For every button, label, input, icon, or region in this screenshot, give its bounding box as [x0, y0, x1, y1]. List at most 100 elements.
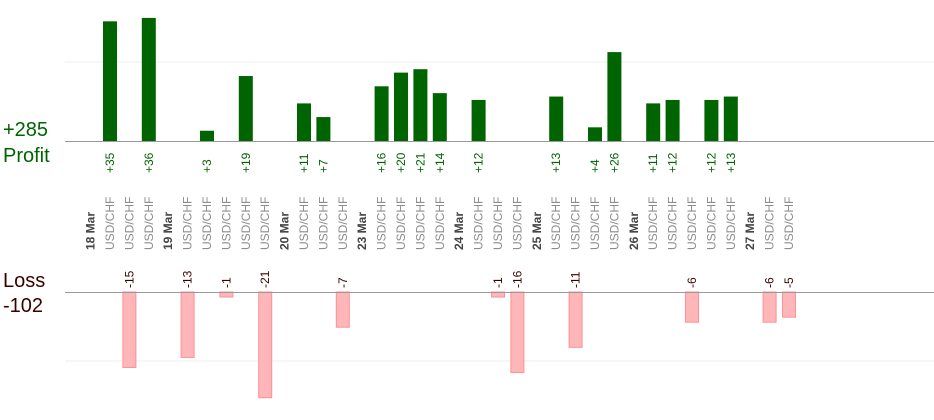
loss-bar	[685, 291, 699, 323]
pair-label: USD/CHF	[472, 197, 486, 250]
loss-bar	[335, 291, 350, 328]
loss-value-label: -15	[122, 270, 136, 288]
pair-label: USD/CHF	[491, 197, 505, 250]
profit-value-label: +4	[588, 159, 602, 173]
profit-bar	[704, 99, 719, 141]
loss-value-label: -6	[685, 277, 699, 288]
pair-label: USD/CHF	[336, 197, 350, 250]
profit-bar	[588, 127, 602, 141]
loss-bar	[782, 291, 796, 318]
pair-label: USD/CHF	[666, 197, 680, 250]
gridlines	[65, 61, 934, 362]
profit-bar	[394, 72, 408, 141]
date-label: 26 Mar	[627, 212, 641, 250]
pair-label: USD/CHF	[646, 197, 660, 250]
profit-value-label: +12	[472, 152, 486, 173]
profit-bar	[297, 103, 311, 141]
profit-bar	[200, 130, 214, 141]
date-label: 24 Mar	[452, 212, 466, 250]
profit-bar	[141, 17, 156, 142]
axis-lines	[65, 141, 934, 293]
profit-value-labels: +35 +36 +3 +19 +11 +7 +16 +20 +21 +14 +12 +13 +4 +26 +…	[103, 152, 738, 173]
profit-value-label: +11	[646, 153, 660, 173]
loss-value-label: -21	[258, 270, 272, 288]
loss-bar	[568, 291, 583, 348]
pair-label: USD/CHF	[239, 197, 253, 250]
loss-value-label: -1	[219, 277, 233, 288]
date-labels: 18 Mar 19 Mar 20 Mar 23 Mar 24 Mar 25 Mar 26 M…	[84, 212, 758, 250]
pair-label: USD/CHF	[413, 197, 427, 250]
pair-labels: USD/CHF USD/CHF USD/CHF USD/CHF USD/CHF USD/C…	[103, 197, 796, 250]
pair-label: USD/CHF	[297, 197, 311, 250]
profit-value-label: +26	[607, 152, 621, 173]
pair-label: USD/CHF	[219, 197, 233, 250]
pair-label: USD/CHF	[763, 197, 777, 250]
profit-value-label: +11	[297, 153, 311, 173]
loss-bar	[510, 291, 525, 374]
profit-bar	[607, 52, 622, 141]
profit-value-label: +12	[704, 152, 718, 173]
profit-bar	[723, 96, 738, 141]
profit-bar	[316, 117, 331, 141]
date-label: 23 Mar	[355, 212, 369, 250]
pair-label: USD/CHF	[394, 197, 408, 250]
date-label: 27 Mar	[743, 212, 757, 250]
profit-value-label: +12	[666, 152, 680, 173]
pair-label: USD/CHF	[724, 197, 738, 250]
profit-value-label: +7	[316, 159, 330, 173]
pair-label: USD/CHF	[122, 197, 136, 250]
date-label: 19 Mar	[161, 212, 175, 250]
pair-label: USD/CHF	[200, 197, 214, 250]
loss-value-label: -16	[510, 270, 524, 288]
pair-label: USD/CHF	[549, 197, 563, 250]
loss-bar	[180, 291, 195, 358]
profit-bar	[471, 99, 486, 141]
loss-value-label: -5	[782, 277, 796, 288]
profit-bar	[432, 93, 447, 141]
date-label: 20 Mar	[278, 212, 292, 250]
profit-value-label: +21	[413, 152, 427, 173]
pair-label: USD/CHF	[258, 197, 272, 250]
profit-value-label: +13	[724, 152, 738, 173]
pair-label: USD/CHF	[685, 197, 699, 250]
profit-value-label: +36	[142, 152, 156, 173]
loss-total: -102	[3, 295, 44, 317]
loss-value-label: -7	[336, 277, 350, 288]
pair-label: USD/CHF	[433, 197, 447, 250]
profit-value-label: +13	[549, 152, 563, 173]
loss-value-label: -13	[181, 270, 195, 288]
loss-bars	[122, 291, 796, 399]
profit-bar	[374, 86, 389, 141]
profit-value-label: +19	[239, 152, 253, 173]
profit-value-label: +14	[433, 152, 447, 173]
loss-value-label: -6	[763, 277, 777, 288]
profit-value-label: +20	[394, 152, 408, 173]
loss-bar	[122, 291, 137, 368]
loss-bar	[762, 291, 777, 323]
profit-label: Profit	[3, 145, 50, 167]
profit-bar	[646, 103, 661, 141]
profit-bar	[413, 69, 428, 141]
profit-total: +285	[3, 119, 49, 141]
profit-bars	[103, 17, 738, 142]
pair-label: USD/CHF	[588, 197, 602, 250]
pair-label: USD/CHF	[316, 197, 330, 250]
profit-bar	[549, 96, 564, 141]
pair-label: USD/CHF	[103, 197, 117, 250]
loss-bar	[258, 291, 273, 399]
pair-label: USD/CHF	[569, 197, 583, 250]
profit-bar	[238, 76, 253, 141]
pair-label: USD/CHF	[607, 197, 621, 250]
loss-value-labels: -15 -13 -1 -21 -7 -1 -16 -11 -6 -6 -5	[122, 270, 796, 288]
profit-value-label: +3	[200, 159, 214, 173]
date-label: 18 Mar	[84, 212, 98, 250]
date-label: 25 Mar	[530, 212, 544, 250]
pair-label: USD/CHF	[375, 197, 389, 250]
pair-label: USD/CHF	[510, 197, 524, 250]
pair-label: USD/CHF	[782, 197, 796, 250]
profit-value-label: +16	[375, 152, 389, 173]
loss-value-label: -1	[491, 277, 505, 288]
loss-value-label: -11	[569, 271, 583, 288]
profit-bar	[103, 21, 117, 142]
